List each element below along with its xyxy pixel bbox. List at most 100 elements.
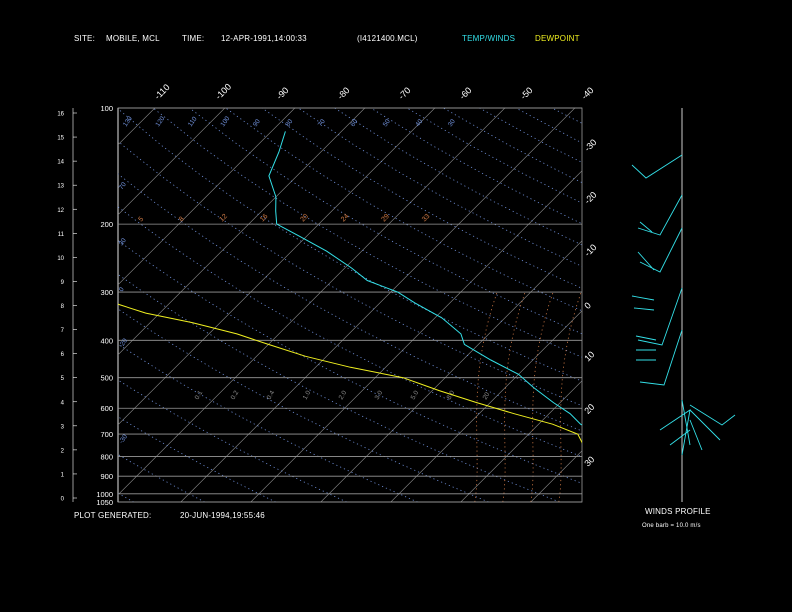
isotherm-line [250,170,582,502]
height-label: 16 [57,112,64,118]
dry-adiabat-label: 40 [414,118,424,128]
height-label: 11 [58,232,65,238]
dry-adiabat-side-label: 70 [118,181,128,191]
height-label: 15 [57,136,64,142]
time-value: 12-APR-1991,14:00:33 [221,34,307,43]
wind-barb [631,154,683,179]
site-label: SITE: [74,34,96,43]
dry-adiabat [118,492,134,502]
moist-adiabat-label: 12 [218,213,229,224]
pressure-label: 100 [100,104,113,113]
isotherm-line [460,380,582,502]
isotherm-right-label: 20 [582,402,596,416]
height-label: 9 [61,280,65,286]
plot-frame [117,107,583,503]
isotherm-line [180,108,576,502]
moist-adiabat-label: 29 [380,213,391,224]
height-label: 0 [61,497,65,503]
generated-value: 20-JUN-1994,19:55:46 [180,511,265,520]
isotherm-line [118,108,366,356]
isotherm-line [320,240,582,502]
isotherm-line [741,108,792,502]
time-label: TIME: [182,34,205,43]
wind-barb [637,227,683,273]
pressure-label: 300 [100,288,113,297]
dry-adiabat-label: 100 [219,115,231,128]
dry-adiabat [118,206,582,458]
isotherm-right-label: 30 [582,454,596,468]
height-label: 12 [57,208,64,214]
dry-adiabat [261,108,582,289]
mixing-ratio-label: 0.2 [230,389,241,401]
dry-adiabat-label: 30 [447,118,457,128]
moist-adiabat-label: 8 [178,216,186,224]
height-label: 4 [61,400,65,406]
dry-adiabat [370,108,582,225]
pressure-label: 500 [100,374,113,383]
mixing-ratio-label: 5.0 [410,389,421,401]
isotherm-line [671,108,792,502]
isotherm-line [390,310,582,502]
dry-adiabat [118,273,560,502]
dry-adiabat-label: 90 [252,118,262,128]
dry-adiabat-label: 80 [284,118,294,128]
dry-adiabat-label: 60 [349,118,359,128]
height-label: 13 [57,184,64,190]
pressure-label: 800 [100,452,113,461]
dry-adiabat [443,108,582,184]
pressure-label: 1050 [96,498,113,507]
dry-adiabat [118,239,582,484]
height-label: 3 [61,424,65,430]
wind-barb [659,409,691,456]
height-label: 5 [61,376,65,382]
temperature-line [268,131,582,426]
wind-barb [669,399,736,451]
moist-adiabat [587,292,609,502]
moist-adiabat-label: 16 [259,213,270,224]
dry-adiabat [515,108,582,144]
dry-adiabat [189,108,582,335]
isotherm-line [530,450,582,502]
height-label: 10 [57,256,64,262]
pressure-label: 200 [100,220,113,229]
height-label: 1 [61,472,65,478]
mixing-ratio-label: 8.0 [446,389,457,401]
isotherm-right-label: -10 [582,242,598,258]
dry-adiabat [479,108,582,163]
mixing-ratio-label: 20 [482,391,492,401]
isotherm-line [0,108,85,502]
dry-adiabat [118,108,582,382]
moist-adiabat-label: 20 [299,213,310,224]
isotherm-top-label: -80 [335,85,351,101]
dry-adiabat [588,108,792,502]
isotherm-right-label: 0 [582,300,593,311]
site-value: MOBILE, MCL [106,34,160,43]
legend-dewpoint: DEWPOINT [535,34,580,43]
height-label: 2 [61,448,65,454]
mixing-ratio-label: 0.1 [194,389,205,401]
winds-profile-title: WINDS PROFILE [645,507,711,516]
dry-adiabat [118,454,205,502]
moist-adiabat [615,292,637,502]
moist-adiabat [558,291,582,502]
mixing-ratio-label: 1.0 [302,389,313,401]
height-label: 8 [61,304,65,310]
isotherm-top-label: -90 [274,85,290,101]
dry-adiabat-label: 110 [187,115,199,128]
wind-barb [631,287,683,346]
isotherm-line [118,108,436,426]
isotherm-top-label: -60 [457,85,473,101]
height-label: 14 [57,160,64,166]
winds-barb-note: One barb = 10.0 m/s [642,523,701,529]
isotherm-top-label: -110 [152,82,171,101]
dry-adiabat [406,108,582,204]
pressure-label: 700 [100,430,113,439]
isotherm-right-label: 10 [582,349,596,363]
mixing-ratio-label: 3.0 [374,389,385,401]
moist-adiabat-label: 5 [137,216,145,224]
height-label: 6 [61,352,65,358]
isotherm-right-label: -30 [582,137,598,153]
height-label: 7 [61,328,65,334]
dry-adiabat-label: 70 [317,118,327,128]
